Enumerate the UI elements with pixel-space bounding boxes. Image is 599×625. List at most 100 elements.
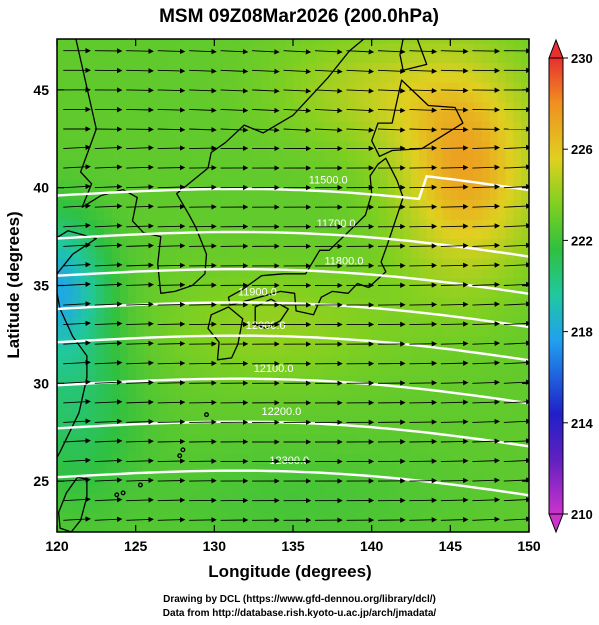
wind-arrow [503, 496, 529, 503]
field-cell [198, 219, 208, 230]
field-cell [182, 238, 192, 249]
field-cell [379, 365, 388, 377]
field-cell [363, 42, 373, 54]
wind-arrow [157, 497, 186, 503]
field-cell [104, 316, 113, 328]
field-cell [175, 365, 184, 377]
field-cell [473, 258, 483, 269]
field-cell [434, 82, 444, 93]
field-cell [458, 219, 467, 230]
field-cell [159, 199, 168, 210]
field-cell [308, 424, 318, 435]
field-cell [348, 189, 357, 200]
field-cell [151, 160, 160, 171]
field-cell [198, 267, 208, 279]
wind-arrow [157, 477, 186, 484]
field-cell [434, 150, 444, 161]
field-cell [521, 355, 529, 367]
field-cell [112, 121, 121, 132]
field-cell [355, 463, 365, 474]
field-cell [371, 150, 381, 161]
field-cell [521, 258, 529, 269]
field-cell [497, 111, 506, 122]
field-cell [88, 404, 97, 416]
wind-arrow [189, 184, 217, 190]
field-cell [481, 473, 491, 484]
field-cell [277, 512, 286, 523]
field-cell [497, 277, 506, 289]
field-cell [332, 297, 341, 308]
field-cell [411, 463, 420, 474]
field-cell [300, 150, 310, 161]
field-cell [489, 248, 499, 259]
wind-arrow [157, 262, 186, 269]
field-cell [127, 453, 137, 465]
field-cell [411, 375, 420, 386]
field-cell [363, 111, 373, 122]
field-cell [143, 170, 152, 181]
field-cell [379, 444, 388, 455]
field-cell [426, 52, 436, 64]
field-cell [72, 502, 82, 514]
field-cell [230, 453, 239, 465]
field-cell [190, 150, 200, 161]
field-cell [332, 395, 341, 406]
field-cell [371, 326, 381, 337]
field-cell [473, 444, 483, 455]
field-cell [411, 444, 420, 455]
field-cell [237, 39, 247, 44]
field-cell [104, 473, 113, 484]
field-cell [521, 228, 529, 240]
field-cell [300, 39, 310, 44]
field-cell [57, 434, 66, 445]
field-cell [293, 336, 302, 347]
field-cell [104, 82, 113, 93]
field-cell [505, 385, 514, 396]
field-cell [182, 453, 192, 465]
field-cell [198, 287, 208, 298]
field-cell [355, 72, 365, 83]
field-cell [340, 277, 349, 289]
field-cell [426, 209, 436, 220]
field-cell [127, 404, 137, 416]
field-cell [190, 91, 200, 103]
field-cell [505, 297, 514, 308]
field-cell [80, 209, 90, 220]
field-cell [135, 483, 145, 494]
field-cell [206, 512, 215, 523]
field-cell [214, 434, 223, 445]
field-cell [442, 91, 451, 103]
field-cell [489, 473, 499, 484]
field-cell [521, 101, 529, 112]
field-cell [127, 42, 137, 54]
field-cell [395, 434, 404, 445]
field-cell [363, 395, 373, 406]
field-cell [497, 434, 506, 445]
field-cell [104, 179, 113, 191]
field-cell [159, 307, 168, 318]
field-cell [72, 101, 82, 112]
field-cell [403, 375, 412, 386]
field-cell [458, 297, 467, 308]
field-cell [143, 82, 152, 93]
field-cell [497, 258, 506, 269]
field-cell [355, 52, 365, 64]
field-cell [159, 316, 168, 328]
wind-arrow [189, 68, 217, 74]
field-cell [466, 160, 475, 171]
field-cell [332, 91, 341, 103]
field-cell [340, 170, 349, 181]
field-cell [237, 453, 247, 465]
field-cell [175, 355, 184, 367]
field-cell [96, 512, 105, 523]
field-cell [505, 453, 514, 465]
wind-arrow [409, 301, 438, 308]
field-cell [206, 62, 215, 73]
field-cell [473, 404, 483, 416]
field-cell [88, 140, 97, 152]
field-cell [222, 395, 231, 406]
field-cell [379, 346, 388, 357]
wind-arrow [503, 457, 529, 464]
field-cell [190, 111, 200, 122]
wind-arrow [440, 301, 469, 308]
